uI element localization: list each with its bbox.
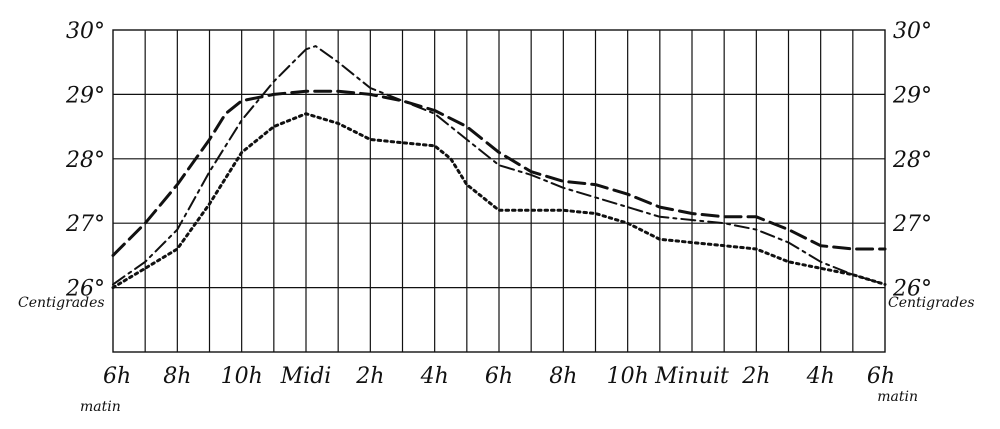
x-tick-label: 2h [741,364,770,389]
x-tick-label: 8h [163,364,191,389]
y-tick-label-right: 29° [892,83,932,108]
x-tick-label: 6h [485,364,513,389]
x-tick-label: 6h [103,364,131,389]
grid [112,29,886,353]
series-line-dotted [111,112,887,290]
x-tick-label: 10h [607,364,649,389]
x-tick-label: 4h [420,364,449,389]
x-tick-label: Midi [280,364,332,389]
series-line-dashed [111,89,887,257]
y-tick-label-left: 30° [66,19,105,44]
y-tick-label-right: 28° [892,148,932,173]
x-tick-label: 2h [355,364,384,389]
y-tick-label-right: 26° [892,277,932,302]
series-line-dash-dot [112,45,886,286]
y-tick-label-right: 27° [892,212,932,237]
y-unit-label-right: Centigrades [888,295,975,311]
y-tick-label-left: 27° [65,212,105,237]
x-start-sublabel: matin [80,399,121,415]
y-tick-label-left: 29° [65,83,105,108]
x-tick-label: 8h [549,364,577,389]
x-tick-label: 6h [867,364,895,389]
x-tick-label: 4h [806,364,835,389]
y-unit-label-left: Centigrades [18,295,105,311]
y-tick-label-left: 26° [65,277,105,302]
series-layer [111,45,887,290]
x-tick-label: 10h [221,364,263,389]
x-tick-label: Minuit [654,364,729,389]
y-tick-label-right: 30° [893,19,932,44]
x-end-sublabel: matin [877,389,918,405]
y-tick-label-left: 28° [65,148,105,173]
labels: 26° 26° 27° 27° 28° 28° 29° 29° 30° 30° Centigrade… [18,19,975,415]
